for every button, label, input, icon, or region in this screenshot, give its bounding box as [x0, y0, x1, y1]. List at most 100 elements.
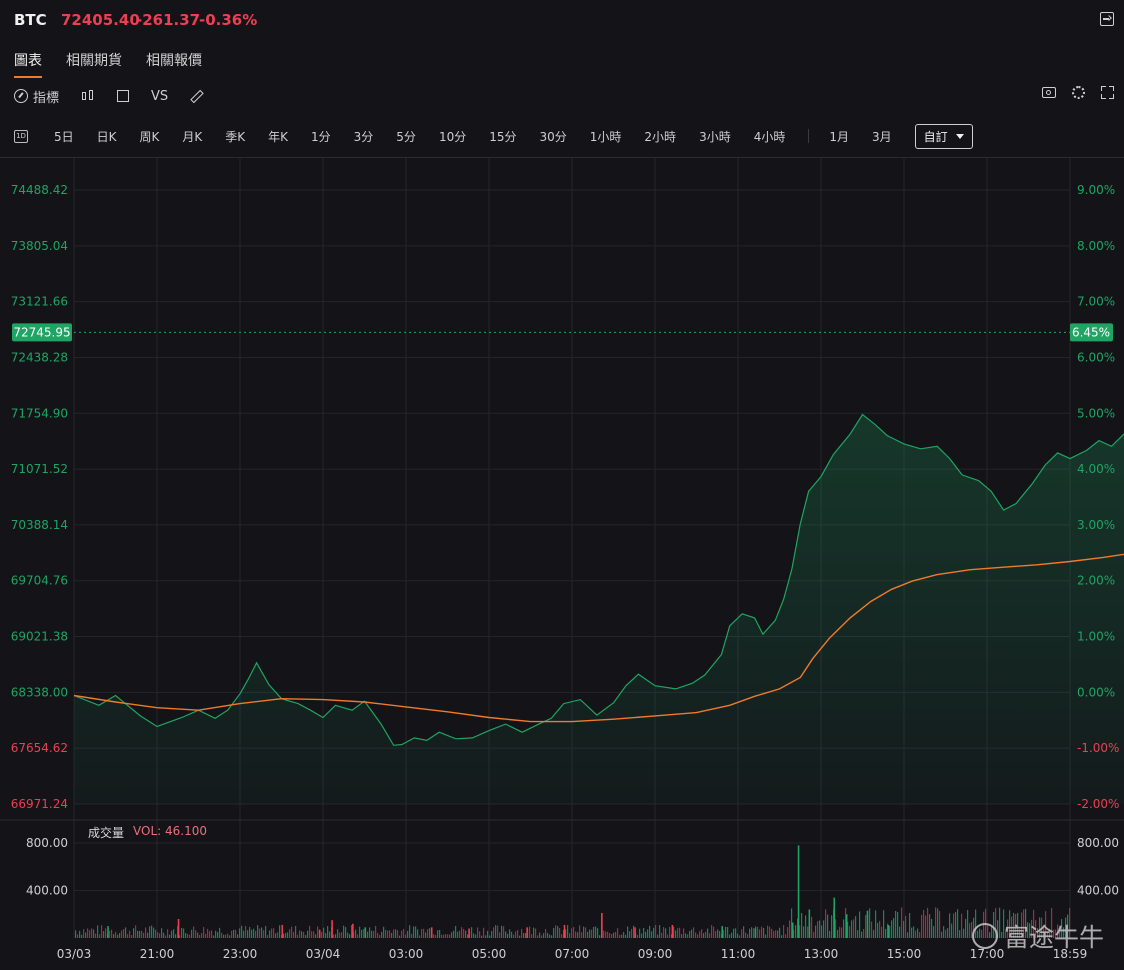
volume-bar [477, 927, 479, 938]
volume-bar [881, 926, 883, 938]
settings-icon[interactable] [1072, 86, 1085, 99]
volume-bar [559, 927, 561, 938]
exit-icon[interactable] [1100, 12, 1114, 26]
volume-bar [835, 919, 837, 938]
volume-bar [239, 928, 241, 938]
volume-bar [883, 910, 885, 938]
volume-bar [339, 932, 341, 938]
fullscreen-icon[interactable] [1101, 86, 1114, 99]
volume-bar [901, 907, 903, 938]
period-3h[interactable]: 3小時 [699, 129, 731, 144]
volume-bar [775, 930, 777, 938]
period-5m[interactable]: 5分 [396, 129, 416, 144]
volume-bar [403, 928, 405, 938]
volume-bar [251, 929, 253, 938]
tab-chart[interactable]: 圖表 [14, 50, 42, 78]
volume-bar [481, 935, 483, 938]
volume-spike [177, 919, 180, 938]
chart-type-button[interactable] [81, 89, 95, 103]
period-15m[interactable]: 15分 [489, 129, 517, 144]
volume-bar [111, 929, 113, 938]
volume-bar [949, 913, 951, 938]
volume-bar [391, 932, 393, 938]
volume-bar [89, 930, 91, 938]
volume-bar [377, 932, 379, 938]
period-month-k[interactable]: 月K [182, 129, 203, 144]
volume-bar [325, 933, 327, 938]
period-week-k[interactable]: 周K [139, 129, 160, 144]
volume-bar [381, 931, 383, 938]
volume-bar [497, 925, 499, 938]
volume-bar [855, 916, 857, 938]
last-price: 72405.40 [61, 11, 140, 29]
volume-bar [907, 932, 909, 938]
period-4h[interactable]: 4小時 [753, 129, 786, 144]
period-year-k[interactable]: 年K [268, 129, 289, 144]
volume-tick-label: 800.00 [26, 836, 68, 850]
volume-bar [393, 929, 395, 938]
current-price-badges: 72745.95 6.45% [12, 323, 1113, 342]
volume-bar [197, 932, 199, 938]
volume-bar [747, 934, 749, 938]
period-2h[interactable]: 2小時 [644, 129, 677, 144]
volume-bar [943, 926, 945, 938]
period-3m[interactable]: 3分 [353, 129, 374, 144]
volume-bar [233, 929, 235, 938]
tab-related-quotes[interactable]: 相關報價 [146, 53, 202, 69]
draw-button[interactable] [190, 89, 204, 103]
volume-bar [965, 918, 967, 938]
period-separator [808, 129, 810, 143]
volume-spike [281, 924, 284, 938]
volume-bar [179, 935, 181, 938]
chevron-down-icon [955, 133, 964, 139]
volume-bar [961, 913, 963, 938]
shape-button[interactable] [117, 90, 130, 102]
watermark-text: 富途牛牛 [1003, 923, 1104, 952]
volume-bar [75, 930, 77, 938]
volume-bar [163, 932, 165, 938]
period-10m[interactable]: 10分 [438, 129, 467, 144]
volume-bar [591, 929, 593, 938]
volume-bar [537, 935, 539, 938]
volume-spike [364, 927, 367, 938]
intraday-1d-button[interactable]: 1D [14, 129, 28, 143]
period-1m[interactable]: 1分 [311, 129, 331, 144]
volume-bar [419, 935, 421, 938]
volume-bar [425, 932, 427, 938]
period-3-month[interactable]: 3月 [871, 129, 892, 144]
volume-tick-label-right: 800.00 [1077, 836, 1119, 850]
chart-area[interactable]: 74488.42 73805.04 73121.66 72438.28 71754.90… [0, 158, 1124, 970]
volume-bar [289, 929, 291, 938]
volume-bar [627, 926, 629, 938]
camera-icon[interactable] [1042, 87, 1056, 98]
volume-bar [1045, 911, 1047, 938]
volume-bar [79, 930, 81, 938]
volume-bar [769, 926, 771, 938]
volume-bar [543, 933, 545, 938]
tab-related-futures[interactable]: 相關期貨 [66, 53, 122, 69]
volume-bar [217, 931, 219, 938]
period-30m[interactable]: 30分 [539, 129, 567, 144]
compare-button[interactable]: VS [151, 89, 168, 104]
volume-bar [963, 928, 965, 938]
indicator-button[interactable]: 指標 [14, 87, 59, 106]
y-tick-label-right: 2.00% [1077, 574, 1115, 588]
volume-bar [757, 926, 759, 938]
period-day-k[interactable]: 日K [96, 129, 117, 144]
volume-bar [993, 911, 995, 938]
x-tick-label: 07:00 [555, 947, 590, 961]
period-1-month[interactable]: 1月 [829, 129, 849, 144]
volume-spike [563, 924, 566, 938]
volume-bar [895, 910, 897, 938]
custom-period-dropdown[interactable]: 自訂 [914, 123, 973, 149]
volume-bar [415, 926, 417, 938]
volume-bar [151, 925, 153, 938]
period-5d[interactable]: 5日 [54, 129, 74, 144]
volume-bar [1005, 928, 1007, 938]
volume-bar [945, 929, 947, 938]
volume-bar [153, 927, 155, 938]
period-1h[interactable]: 1小時 [589, 129, 622, 144]
volume-bar [919, 932, 921, 938]
volume-bar [241, 925, 243, 938]
period-quarter-k[interactable]: 季K [225, 129, 246, 144]
